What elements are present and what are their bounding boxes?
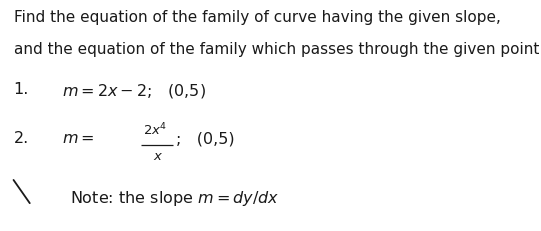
Text: Find the equation of the family of curve having the given slope,: Find the equation of the family of curve… bbox=[14, 10, 500, 25]
Text: 1.: 1. bbox=[14, 82, 29, 97]
Text: $2x^4$: $2x^4$ bbox=[143, 121, 168, 138]
Text: $m =$: $m =$ bbox=[62, 131, 95, 146]
Text: $m = 2x - 2$;   (0,5): $m = 2x - 2$; (0,5) bbox=[62, 82, 206, 100]
Text: 2.: 2. bbox=[14, 131, 29, 146]
Text: ;   (0,5): ; (0,5) bbox=[176, 131, 234, 146]
Text: Note: the slope $m = dy/dx$: Note: the slope $m = dy/dx$ bbox=[70, 188, 280, 207]
Text: and the equation of the family which passes through the given point.: and the equation of the family which pas… bbox=[14, 42, 541, 57]
Text: $x$: $x$ bbox=[153, 149, 163, 162]
